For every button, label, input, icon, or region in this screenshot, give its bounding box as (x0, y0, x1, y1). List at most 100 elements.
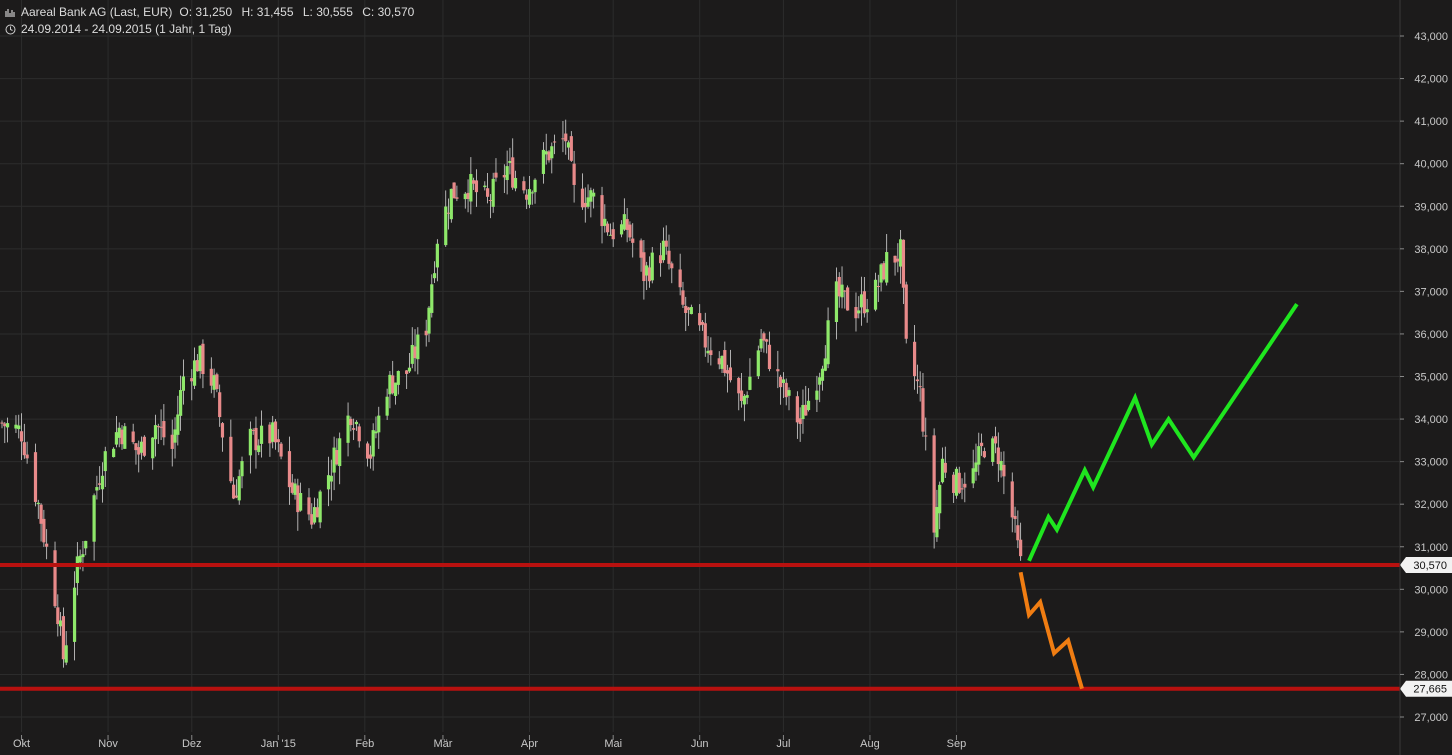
candle (840, 266, 844, 309)
candle-body (795, 396, 799, 423)
candle-body (550, 146, 554, 159)
candle (659, 242, 663, 277)
candle (377, 406, 381, 449)
candle-body (131, 431, 135, 443)
candle (686, 306, 691, 326)
candle-body (502, 175, 506, 178)
candle (100, 462, 105, 503)
candle (678, 253, 682, 296)
candle-body (1010, 481, 1014, 518)
candle-body (494, 172, 498, 178)
candle (608, 223, 612, 236)
x-tick-label: Okt (13, 738, 30, 750)
candle (1013, 506, 1017, 533)
candle (748, 358, 752, 391)
y-tick-label: 35,000 (1414, 372, 1448, 384)
candle (846, 285, 850, 311)
candle (472, 177, 476, 190)
candle (413, 329, 417, 372)
candle (354, 420, 359, 431)
candle-body (19, 431, 24, 442)
candle-body (767, 344, 772, 370)
candle (689, 304, 693, 315)
candle (639, 238, 643, 272)
candle-body (611, 229, 615, 240)
candle (700, 320, 705, 331)
candle-body (307, 497, 311, 515)
candle-body (142, 436, 146, 456)
candle (237, 469, 241, 505)
candle-body (759, 338, 763, 349)
candle-body (954, 468, 959, 496)
candle-body (335, 450, 339, 465)
ohlc-values: O: 31,250 H: 31,455 L: 30,555 C: 30,570 (179, 4, 420, 21)
candle (589, 187, 593, 218)
candle-body (416, 334, 420, 360)
candle-body (993, 436, 998, 444)
candle (901, 239, 906, 305)
candle (240, 456, 244, 489)
candle-body (631, 238, 635, 243)
candle-body (396, 371, 400, 385)
candle-body (374, 431, 378, 434)
candle (993, 426, 998, 454)
candle (218, 384, 222, 427)
candle-body (508, 160, 512, 163)
candle (541, 142, 546, 184)
candle-body (33, 452, 38, 502)
candle (664, 225, 668, 255)
candle (463, 191, 467, 209)
candle-body (882, 263, 886, 280)
candle (765, 338, 769, 354)
candle-body (78, 555, 82, 563)
candle-body (530, 192, 534, 194)
candle-body (45, 543, 49, 547)
candle-body (192, 360, 197, 386)
candle-body (279, 443, 283, 457)
candle-body (628, 224, 632, 238)
candle-body (377, 415, 381, 433)
candle-body (745, 395, 749, 398)
candle (338, 432, 342, 485)
candle (201, 339, 205, 389)
candle-body (932, 435, 936, 533)
candle-body (603, 218, 607, 226)
candle-body (209, 368, 213, 386)
candle (485, 172, 490, 204)
candle-body (56, 607, 60, 625)
candle-body (120, 429, 124, 445)
candle (393, 382, 398, 405)
candle (446, 198, 451, 230)
candle-body (684, 305, 688, 313)
candle-body (310, 514, 314, 525)
candle (650, 247, 654, 284)
candle (352, 418, 356, 441)
candle-body (622, 214, 626, 230)
candle-body (776, 369, 780, 372)
candle (287, 436, 292, 505)
candlestick-series (0, 119, 1023, 668)
candle (452, 182, 456, 199)
candle (159, 409, 163, 440)
candle-body (600, 195, 604, 227)
candle (299, 482, 303, 512)
candle-body (522, 181, 526, 191)
candle (533, 178, 537, 204)
candle (795, 391, 799, 439)
candle (1016, 510, 1020, 549)
candle-body (606, 223, 610, 233)
candle-body (678, 269, 682, 288)
candle-body (103, 451, 107, 472)
price-tag-label: 30,570 (1413, 560, 1447, 572)
candle-body (670, 263, 674, 269)
x-tick-label: Mai (604, 738, 622, 750)
candle (625, 207, 629, 243)
candle-body (312, 507, 317, 523)
candle-body (491, 178, 495, 207)
candle (681, 281, 685, 309)
candle-body (112, 448, 116, 458)
candle-body (1002, 464, 1006, 477)
candle (312, 497, 317, 525)
